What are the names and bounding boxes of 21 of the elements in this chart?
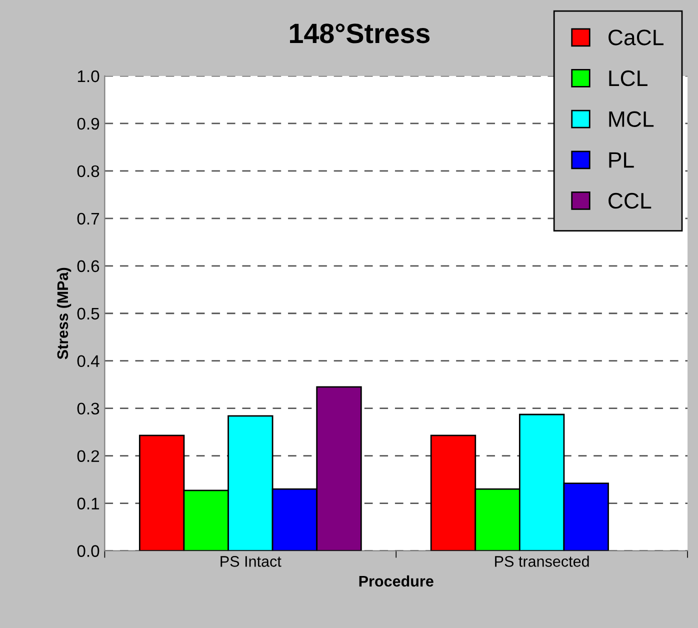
y-tick-label: 0.8	[77, 165, 100, 178]
x-tick-label: PS Intact	[220, 556, 282, 567]
y-tick-label: 0.2	[77, 450, 100, 462]
y-tick-label: 0.7	[77, 212, 100, 225]
y-tick-label: 0.9	[77, 118, 100, 130]
legend-label: CCL	[608, 192, 652, 209]
legend-label: LCL	[609, 70, 648, 86]
x-tick-label: PS transected	[495, 556, 589, 567]
legend-label: CaCL	[608, 30, 664, 46]
y-tick-label: 0.0	[77, 545, 100, 557]
legend-label: PL	[609, 152, 634, 168]
y-axis-title: Stress (MPa)	[56, 268, 72, 360]
y-tick-label: 0.5	[77, 308, 100, 320]
x-axis-title: Procedure	[359, 575, 434, 587]
y-tick-label: 0.6	[77, 260, 100, 272]
legend-label: MCL	[609, 111, 654, 127]
chart-title: 148°Stress	[290, 24, 430, 44]
y-tick-label: 0.3	[77, 402, 100, 415]
y-tick-label: 0.1	[77, 498, 100, 510]
y-tick-label: 0.4	[77, 355, 100, 368]
y-tick-label: 1.0	[78, 70, 100, 82]
